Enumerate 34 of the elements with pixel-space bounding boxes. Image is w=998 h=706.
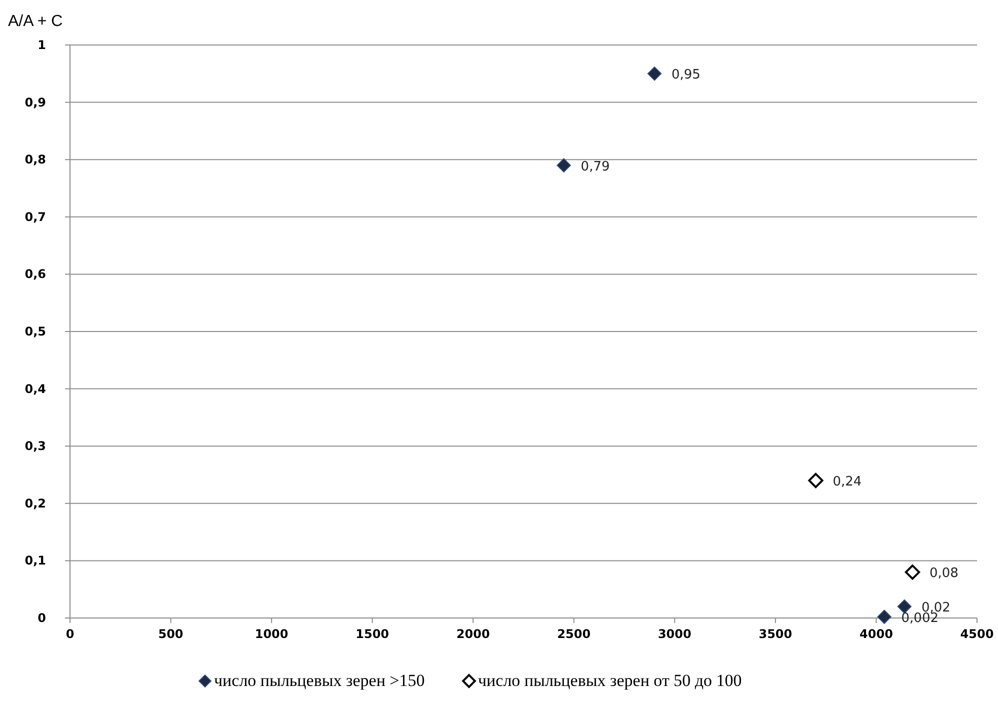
point [897, 599, 912, 614]
y-tick-label: 0,5 [24, 324, 46, 338]
x-tick-label: 1500 [356, 627, 390, 641]
y-tick-label: 0,3 [24, 439, 46, 454]
x-tick-label: 3500 [758, 627, 792, 641]
x-tick-label: 500 [158, 627, 184, 641]
x-tick-label: 1000 [254, 627, 288, 641]
data-label: 0,08 [930, 566, 958, 582]
legend-label: число пыльцевых зерен >150 [214, 671, 425, 690]
data-label: 0,24 [832, 474, 862, 490]
y-tick-label: 0 [38, 611, 46, 625]
y-tick-label: 0,7 [24, 210, 46, 224]
x-tick-label: 2000 [456, 627, 490, 641]
y-tick-label: 0,6 [24, 267, 46, 282]
data-label: 0,79 [580, 159, 610, 174]
y-tick-label: 0,1 [24, 554, 46, 568]
y-tick-label: 0,2 [24, 496, 46, 510]
point [556, 158, 571, 172]
y-axis-title: A/A + C [8, 13, 63, 30]
x-tick-label: 0 [66, 627, 74, 641]
point [808, 472, 824, 488]
y-tick-label: 0,9 [24, 95, 46, 110]
y-tick-label: 0,8 [24, 152, 46, 167]
y-tick-label: 1 [38, 38, 46, 52]
x-tick-label: 3000 [658, 627, 692, 641]
point [647, 66, 662, 81]
data-label: 0,95 [672, 68, 700, 83]
x-tick-label: 4000 [860, 627, 893, 641]
x-tick-label: 2500 [557, 627, 591, 641]
x-tick-label: 4500 [960, 627, 994, 641]
y-tick-label: 0,4 [24, 382, 46, 396]
point [877, 610, 892, 624]
point [904, 564, 920, 580]
legend-label: число пыльцевых зерен от 50 до 100 [478, 671, 742, 690]
